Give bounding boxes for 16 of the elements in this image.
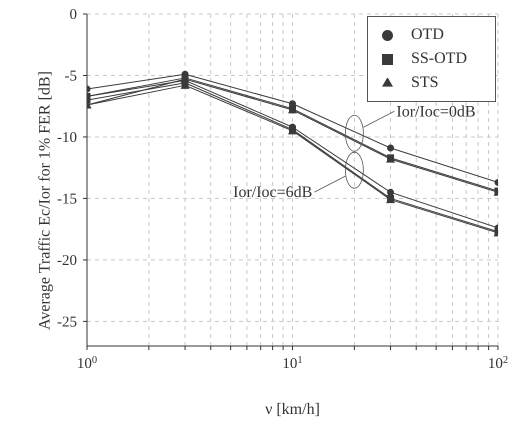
x-axis-title: ν [km/h] <box>265 401 320 418</box>
x-tick-label: 10$^{0}$ <box>76 354 98 372</box>
y-tick-label: -20 <box>57 252 77 269</box>
legend-label: OTD <box>410 26 444 43</box>
annotation: Ior/Ioc=0dB <box>396 103 476 120</box>
x-tick-label: 10$^{1}$ <box>282 354 303 372</box>
y-tick-label: 0 <box>70 7 77 23</box>
y-tick-label: -15 <box>57 191 77 208</box>
y-tick-label: -5 <box>64 68 77 84</box>
legend-label: SS-OTD <box>410 50 467 67</box>
legend-label: STS <box>410 74 439 91</box>
y-axis-title: Average Traffic Ec/Ior for 1% FER [dB] <box>36 71 54 330</box>
y-tick-label: -10 <box>57 130 77 146</box>
y-tick-label: -25 <box>57 314 77 330</box>
x-tick-label: 10$^{2}$ <box>488 354 508 372</box>
annotation: Ior/Ioc=6dB <box>233 184 312 202</box>
